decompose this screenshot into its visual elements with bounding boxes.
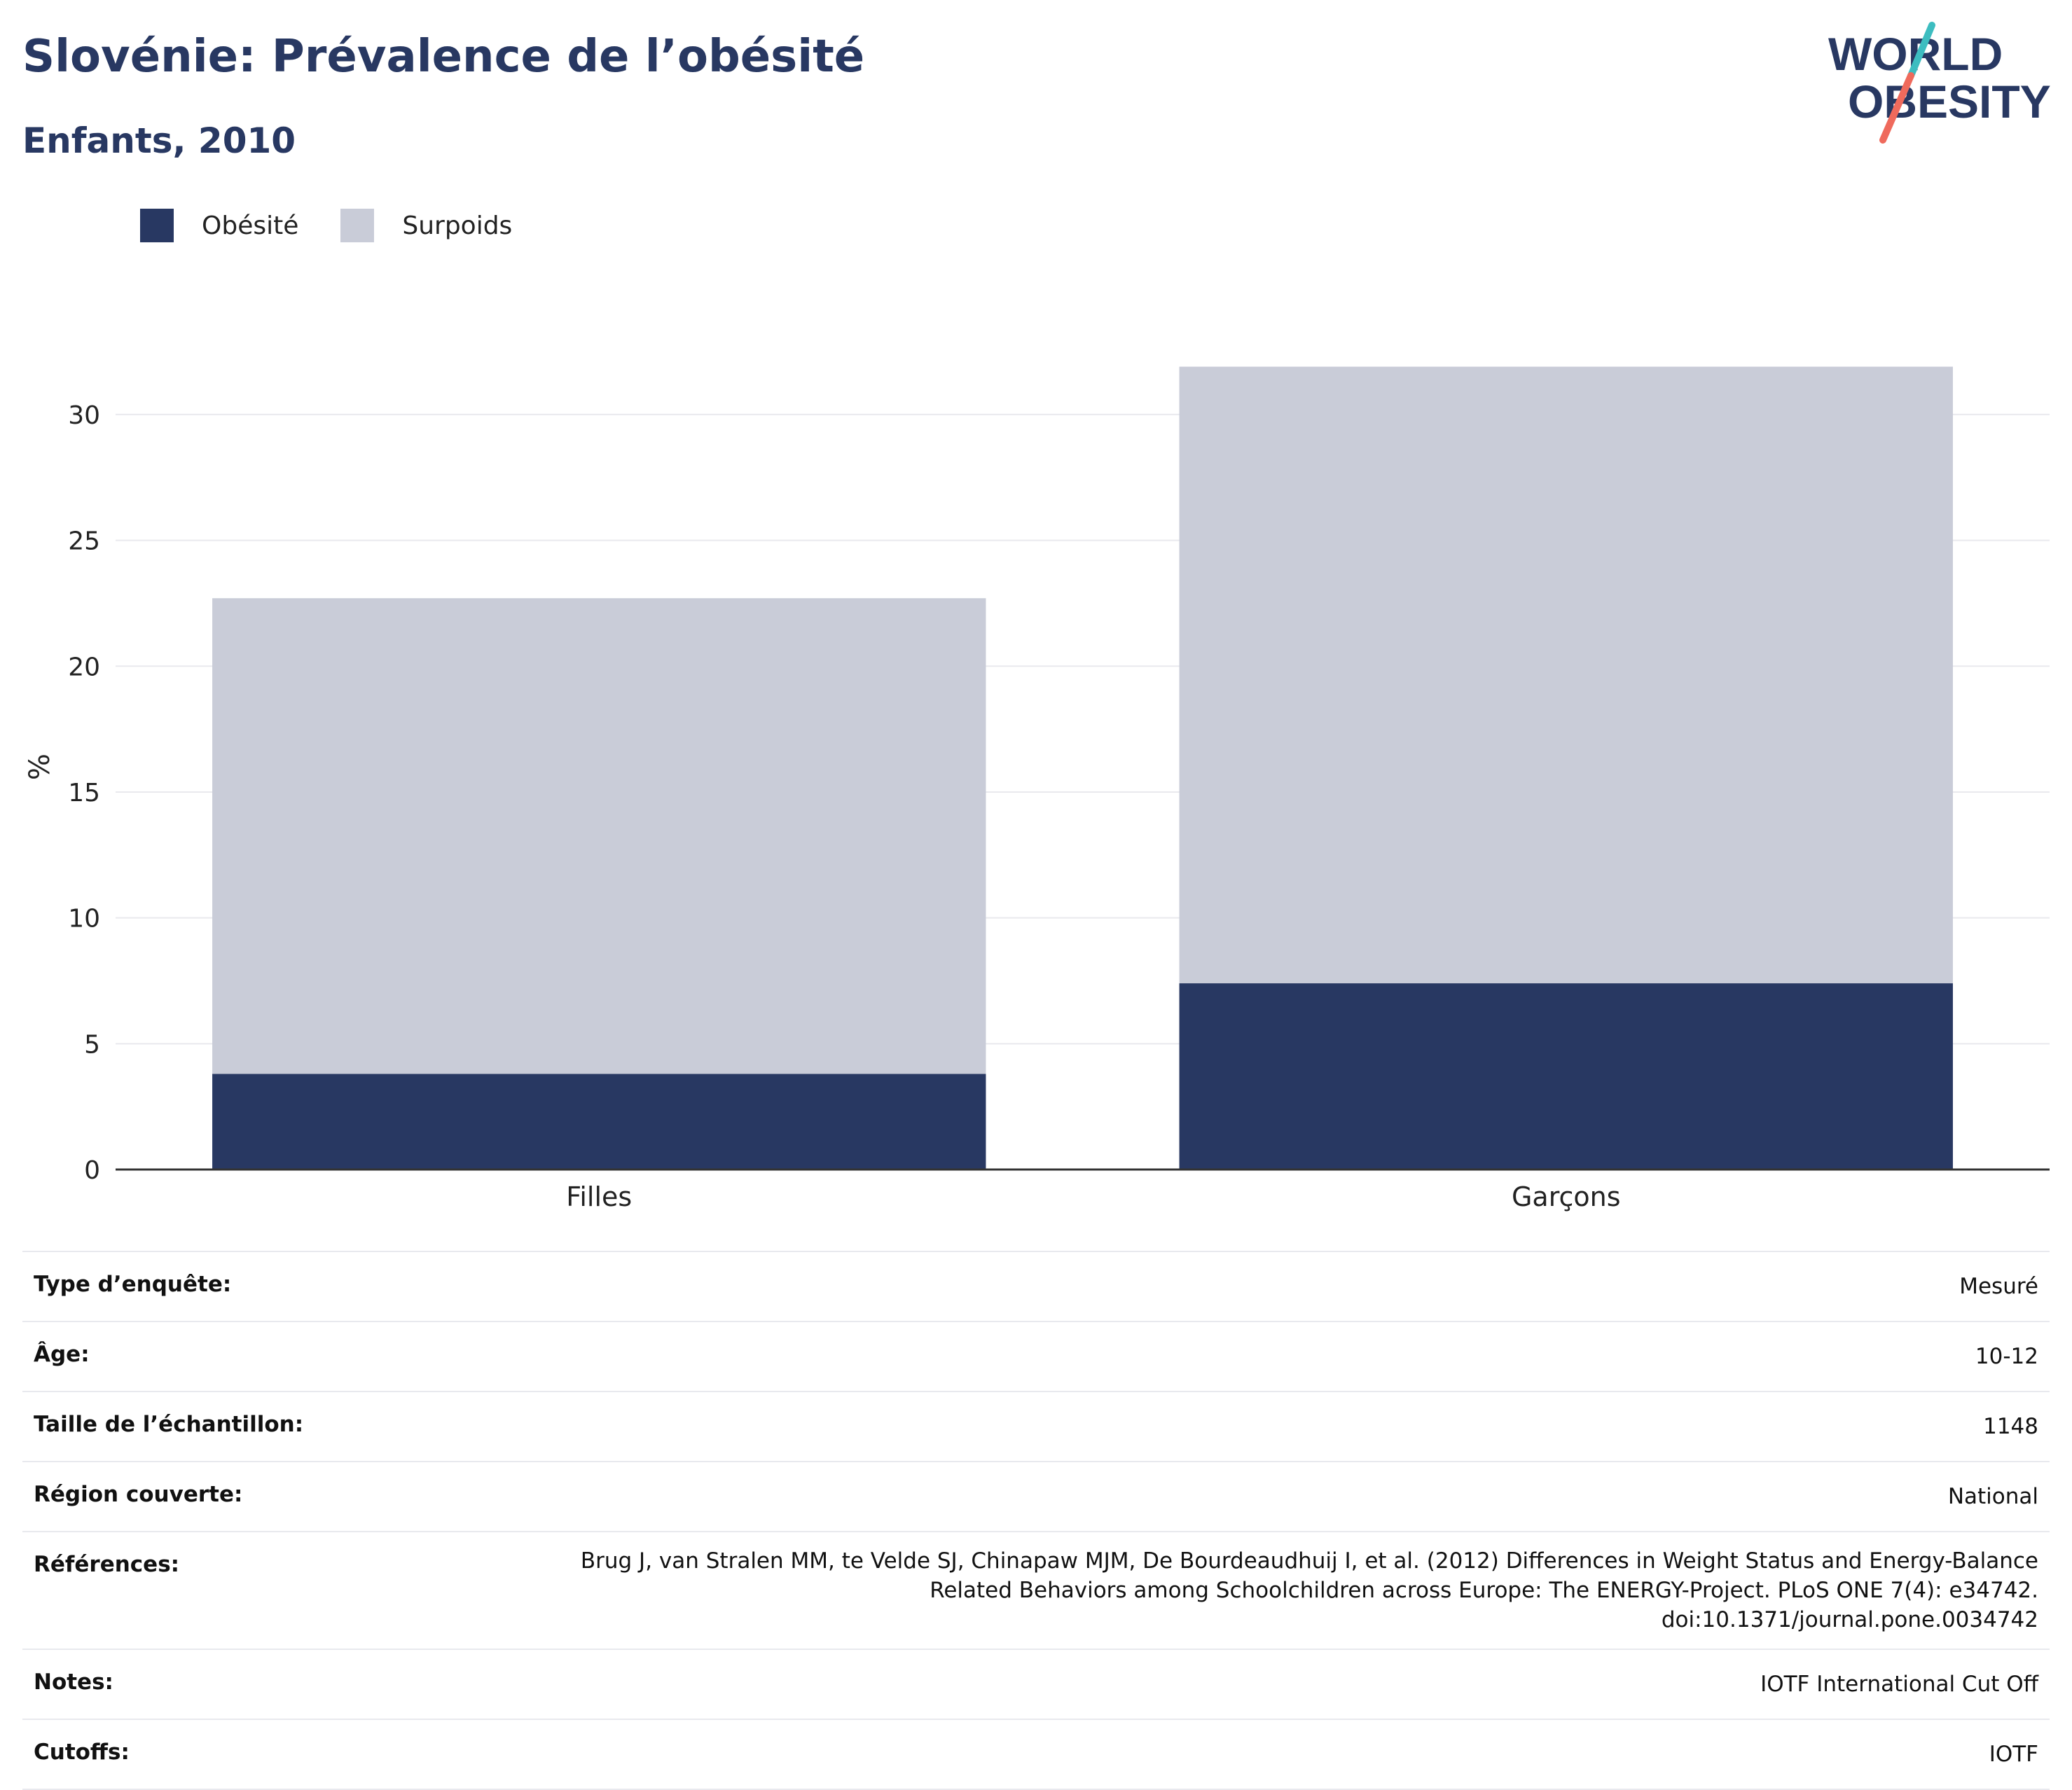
y-tick-label: 5 <box>84 1030 100 1059</box>
y-tick-label: 25 <box>68 527 100 556</box>
bar-surpoids <box>1179 366 1953 984</box>
meta-value: IOTF International Cut Off <box>357 1649 2050 1719</box>
meta-key: Âge: <box>34 1342 90 1367</box>
x-tick-label: Garçons <box>1512 1181 1621 1212</box>
meta-key: Références: <box>34 1552 180 1577</box>
meta-row: Références: Brug J, van Stralen MM, te Ve… <box>22 1532 2050 1649</box>
meta-key: Taille de l’échantillon: <box>34 1412 304 1437</box>
meta-row: Type d’enquête: Mesuré <box>22 1251 2050 1321</box>
legend-item-obesite: Obésité <box>140 209 298 242</box>
x-tick-label: Filles <box>566 1181 632 1212</box>
meta-row: Notes: IOTF International Cut Off <box>22 1649 2050 1719</box>
meta-value-line: IOTF <box>1989 1742 2038 1767</box>
meta-value: 1148 <box>357 1392 2050 1462</box>
logo-line2: OBESITY <box>1848 76 2051 127</box>
world-obesity-logo: WORLD OBESITY <box>1828 22 2051 144</box>
meta-row: Cutoffs: IOTF <box>22 1719 2050 1789</box>
meta-row: Taille de l’échantillon: 1148 <box>22 1392 2050 1462</box>
legend-swatch-surpoids <box>340 209 375 242</box>
meta-value-line: Related Behaviors among Schoolchildren a… <box>930 1578 2038 1603</box>
logo-slash-teal <box>1907 22 1935 79</box>
page-title: Slovénie: Prévalence de l’obésité <box>22 31 865 83</box>
meta-value: Mesuré <box>357 1251 2050 1321</box>
meta-key: Cutoffs: <box>34 1740 130 1765</box>
meta-key: Région couverte: <box>34 1482 243 1507</box>
meta-value-line: doi:10.1371/journal.pone.0034742 <box>1661 1607 2038 1632</box>
meta-key: Notes: <box>34 1670 113 1695</box>
meta-value-line: 10-12 <box>1975 1344 2038 1369</box>
y-tick-label: 15 <box>68 779 100 807</box>
y-tick-label: 30 <box>68 401 100 430</box>
chart-legend: Obésité Surpoids <box>140 209 554 242</box>
meta-value: IOTF <box>357 1719 2050 1789</box>
meta-value: National <box>357 1462 2050 1532</box>
y-tick-label: 10 <box>68 905 100 934</box>
meta-value-line: 1148 <box>1983 1414 2038 1439</box>
meta-value: Brug J, van Stralen MM, te Velde SJ, Chi… <box>357 1532 2050 1649</box>
meta-value: 10-12 <box>357 1321 2050 1392</box>
survey-metadata-table: Type d’enquête: Mesuré Âge: 10-12 Taille de … <box>22 1251 2050 1790</box>
y-tick-label: 0 <box>84 1156 100 1185</box>
meta-value-line: Mesuré <box>1959 1274 2038 1299</box>
bar-obesite <box>1179 983 1953 1170</box>
legend-label-surpoids: Surpoids <box>402 211 513 240</box>
bar-obesite <box>212 1074 986 1170</box>
legend-swatch-obesite <box>140 209 174 242</box>
meta-row: Âge: 10-12 <box>22 1321 2050 1392</box>
y-axis-label: % <box>24 754 56 780</box>
page-subtitle: Enfants, 2010 <box>22 120 296 161</box>
meta-value-line: IOTF International Cut Off <box>1760 1672 2038 1697</box>
logo-slash-coral <box>1879 72 1914 144</box>
bar-surpoids <box>212 598 986 1074</box>
y-tick-label: 20 <box>68 653 100 681</box>
legend-item-surpoids: Surpoids <box>340 209 512 242</box>
legend-label-obesite: Obésité <box>202 211 299 240</box>
meta-key: Type d’enquête: <box>34 1272 232 1297</box>
meta-value-line: National <box>1947 1484 2038 1509</box>
meta-row: Région couverte: National <box>22 1462 2050 1532</box>
meta-value-line: Brug J, van Stralen MM, te Velde SJ, Chi… <box>580 1548 2038 1574</box>
stacked-bar-chart: 0 5 10 15 20 25 30% Filles Garçons <box>24 366 2050 1212</box>
